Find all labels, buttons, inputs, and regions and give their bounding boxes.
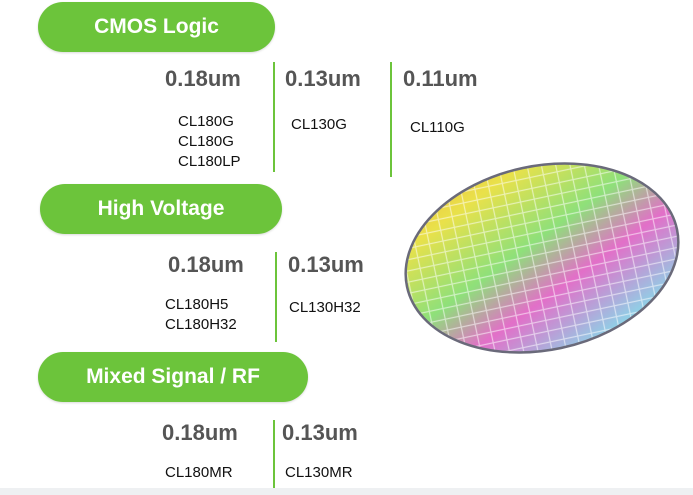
process-name: CL180H5 [165,296,229,313]
divider [390,62,392,177]
process-name: CL130G [291,116,347,133]
divider [275,252,277,342]
process-name: CL130H32 [289,299,361,316]
process-name: CL110G [410,119,465,136]
process-node: 0.11um [403,66,478,91]
section-title: CMOS Logic [38,2,275,52]
divider [273,62,275,172]
section-title: Mixed Signal / RF [38,352,308,402]
process-node: 0.13um [285,66,361,91]
process-node: 0.13um [288,252,364,277]
process-name: CL180G [178,133,234,150]
process-node: 0.18um [168,252,244,277]
process-name: CL180G [178,113,234,130]
wafer-image [395,150,690,365]
footer-band [0,488,693,495]
process-name: CL180MR [165,464,233,481]
divider [273,420,275,488]
process-node: 0.18um [165,66,241,91]
process-name: CL130MR [285,464,353,481]
process-node: 0.13um [282,420,358,445]
section-title: High Voltage [40,184,282,234]
process-name: CL180H32 [165,316,237,333]
process-name: CL180LP [178,153,241,170]
process-node: 0.18um [162,420,238,445]
